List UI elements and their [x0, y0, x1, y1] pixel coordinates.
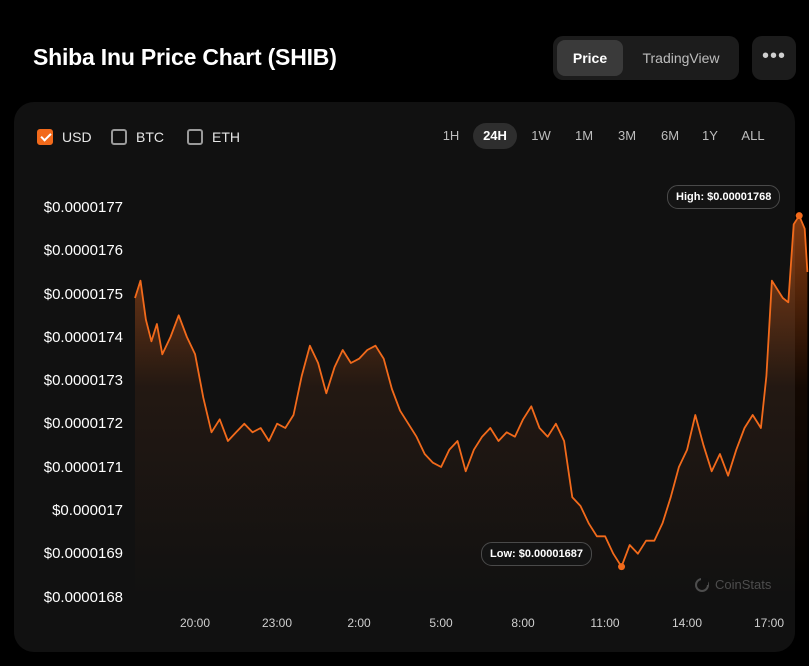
x-tick-label: 11:00	[590, 616, 620, 630]
x-tick-label: 23:00	[261, 616, 293, 630]
btc-label: BTC	[136, 129, 164, 145]
range-3m[interactable]: 3M	[617, 128, 637, 143]
y-tick-label: $0.0000173	[43, 372, 123, 389]
range-24h[interactable]: 24H	[473, 123, 517, 149]
x-tick-label: 2:00	[347, 616, 371, 630]
x-tick-label: 14:00	[671, 616, 703, 630]
usd-checkbox[interactable]: USD	[37, 128, 92, 146]
btc-checkbox[interactable]: BTC	[111, 128, 164, 146]
price-line	[134, 214, 809, 568]
y-tick-label: $0.0000171	[43, 459, 123, 476]
range-1y[interactable]: 1Y	[702, 128, 718, 143]
range-6m[interactable]: 6M	[660, 128, 680, 143]
x-tick-label: 8:00	[511, 616, 535, 630]
y-tick-label: $0.0000168	[43, 589, 123, 606]
checkbox-icon	[187, 129, 203, 145]
page-title: Shiba Inu Price Chart (SHIB)	[33, 44, 337, 70]
coinstats-watermark: CoinStats	[695, 577, 771, 592]
ellipsis-icon: •••	[761, 45, 786, 67]
y-tick-label: $0.0000176	[43, 242, 123, 259]
watermark-text: CoinStats	[715, 577, 772, 592]
checkbox-checked-icon	[37, 129, 53, 145]
checkbox-icon	[111, 129, 127, 145]
view-toggle: Price TradingView	[553, 36, 739, 80]
y-tick-label: $0.0000175	[43, 286, 123, 303]
price-tab[interactable]: Price	[557, 40, 623, 76]
low-price-tooltip: Low: $0.00001687	[481, 542, 592, 566]
price-area-fill	[135, 215, 808, 597]
y-tick-label: $0.0000169	[43, 545, 123, 562]
range-1h[interactable]: 1H	[442, 128, 460, 143]
high-price-tooltip: High: $0.00001768	[667, 185, 781, 209]
high-point-marker	[795, 212, 803, 220]
range-all[interactable]: ALL	[741, 128, 765, 143]
x-tick-label: 5:00	[429, 616, 453, 630]
coinstats-logo-icon	[695, 577, 709, 592]
range-1w[interactable]: 1W	[531, 128, 551, 143]
y-tick-label: $0.0000177	[43, 199, 123, 216]
y-tick-label: $0.0000172	[43, 415, 123, 432]
y-tick-label: $0.0000174	[43, 329, 123, 346]
tradingview-tab[interactable]: TradingView	[642, 50, 720, 66]
range-1m[interactable]: 1M	[574, 128, 594, 143]
more-options-button[interactable]: •••	[752, 36, 796, 80]
x-tick-label: 17:00	[753, 616, 785, 630]
y-tick-label: $0.000017	[52, 502, 123, 519]
eth-checkbox[interactable]: ETH	[187, 128, 240, 146]
usd-label: USD	[62, 129, 92, 145]
x-tick-label: 20:00	[179, 616, 211, 630]
low-point-marker	[618, 563, 626, 571]
eth-label: ETH	[212, 129, 240, 145]
